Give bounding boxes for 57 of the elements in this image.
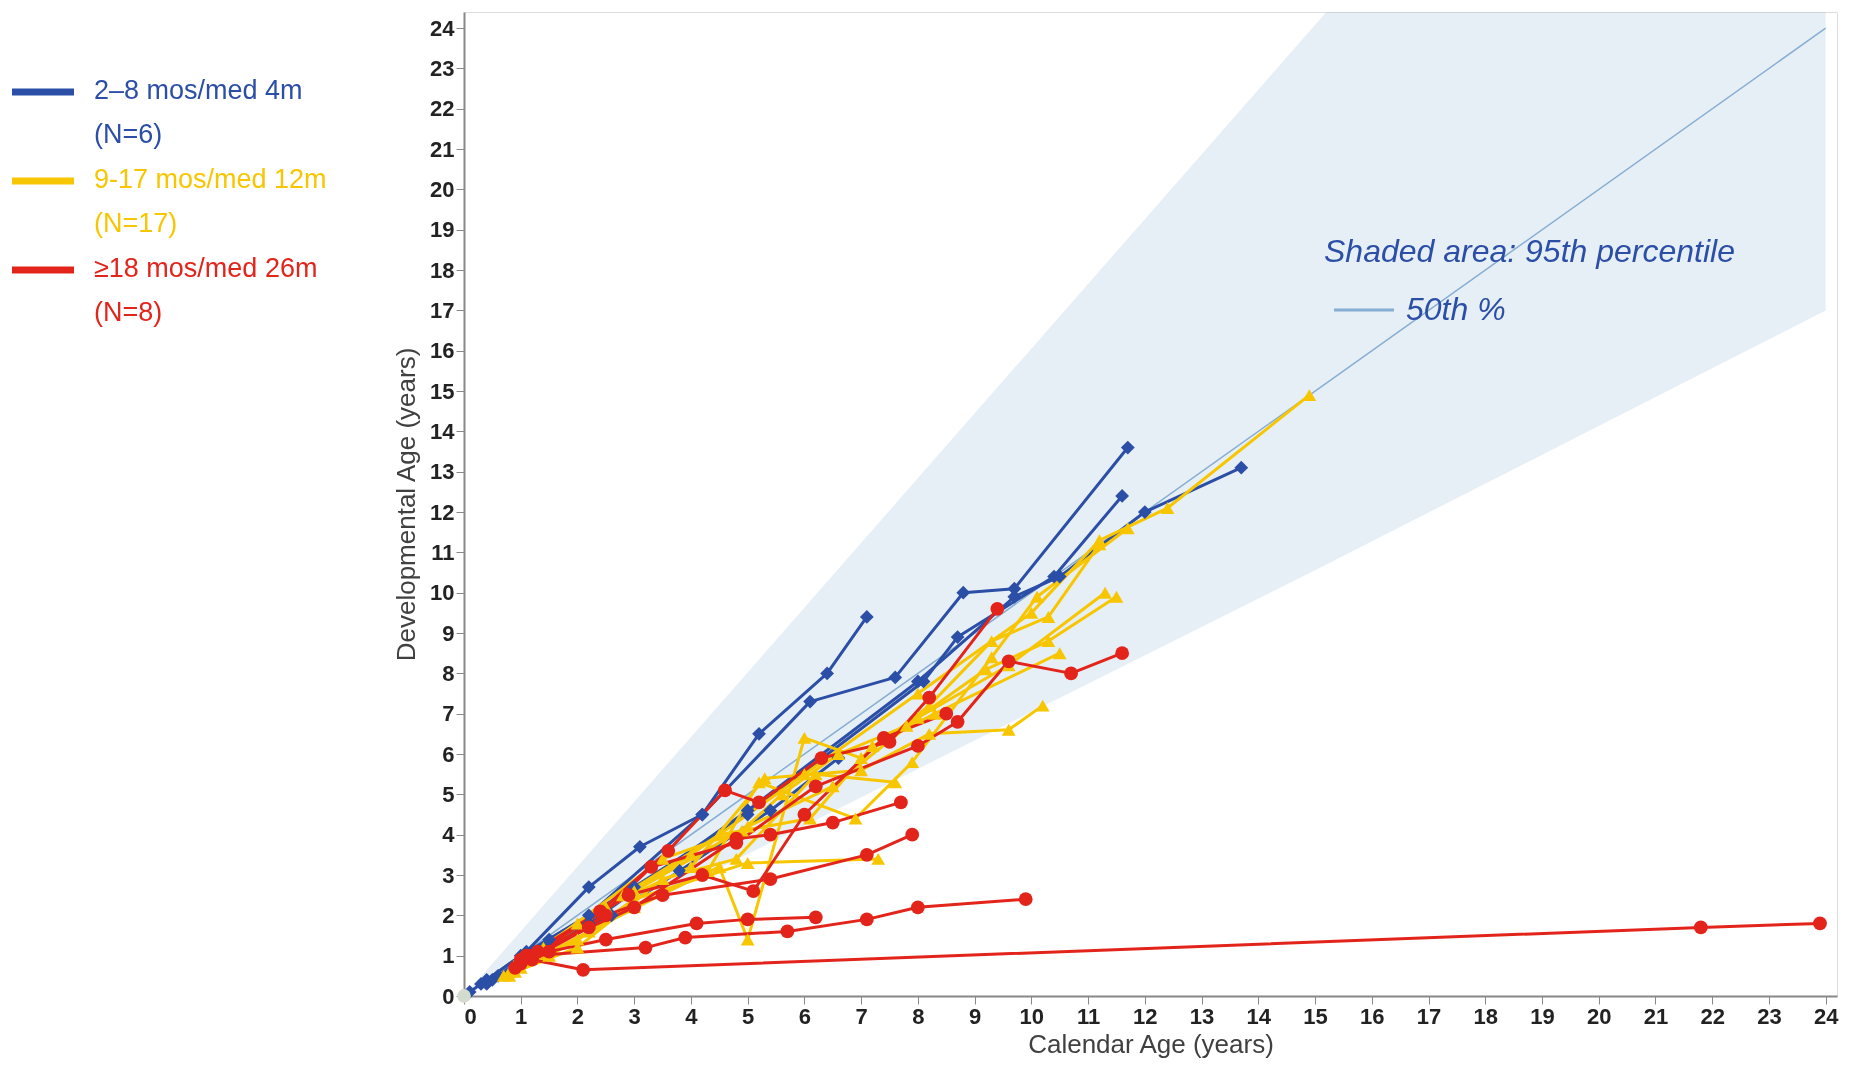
x-tick-label: 16 <box>1360 1003 1385 1029</box>
y-tick-label: 4 <box>442 822 456 848</box>
annotation: Shaded area: 95th percentile <box>1324 233 1735 269</box>
y-axis-title: Developmental Age (years) <box>391 347 422 662</box>
y-tick-label: 6 <box>442 741 455 767</box>
x-tick-label: 12 <box>1133 1003 1158 1029</box>
y-tick-label: 2 <box>442 902 455 928</box>
y-tick-label: 10 <box>430 580 455 606</box>
x-tick-label: 19 <box>1530 1003 1555 1029</box>
x-tick-label: 2 <box>571 1003 585 1029</box>
y-tick-label: 19 <box>430 217 455 243</box>
y-tick-label: 15 <box>430 378 455 404</box>
y-tick-label: 16 <box>430 338 455 364</box>
y-tick-label: 12 <box>430 499 455 525</box>
x-tick-label: 4 <box>685 1003 699 1029</box>
x-tick-label: 8 <box>912 1003 925 1029</box>
y-tick-label: 22 <box>430 96 455 122</box>
y-tick-label: 20 <box>430 176 455 202</box>
y-tick-label: 11 <box>431 539 455 565</box>
x-axis-title: Calendar Age (years) <box>1028 1028 1274 1059</box>
y-tick-label: 0 <box>442 983 455 1009</box>
legend-label: 9-17 mos/med 12m (N=17) <box>94 164 327 238</box>
x-tick-label: 17 <box>1416 1003 1442 1029</box>
x-tick-label: 5 <box>742 1003 755 1029</box>
x-tick-label: 24 <box>1813 1003 1840 1029</box>
y-tick-label: 17 <box>430 297 455 323</box>
y-tick-label: 21 <box>430 136 455 162</box>
x-tick-label: 23 <box>1757 1003 1782 1029</box>
x-tick-label: 20 <box>1586 1003 1612 1029</box>
y-tick-label: 1 <box>442 943 455 969</box>
x-tick-label: 10 <box>1019 1003 1045 1029</box>
x-tick-label: 22 <box>1700 1003 1725 1029</box>
legend-label: ≥18 mos/med 26m (N=8) <box>94 253 318 327</box>
legend-label: 2–8 mos/med 4m (N=6) <box>94 75 303 149</box>
y-tick-label: 18 <box>430 257 455 283</box>
x-tick-label: 18 <box>1473 1003 1498 1029</box>
y-tick-label: 24 <box>430 15 456 41</box>
x-tick-label: 11 <box>1076 1003 1101 1029</box>
y-tick-label: 7 <box>442 701 455 727</box>
x-tick-label: 14 <box>1246 1003 1272 1029</box>
y-tick-label: 23 <box>430 55 455 81</box>
x-tick-label: 3 <box>628 1003 641 1029</box>
y-tick-label: 13 <box>430 459 455 485</box>
x-tick-label: 21 <box>1643 1003 1669 1029</box>
y-tick-label: 8 <box>442 660 455 686</box>
legend-label: 50th % <box>1406 291 1506 327</box>
x-tick-label: 9 <box>968 1003 982 1029</box>
y-tick-label: 3 <box>442 862 455 888</box>
x-tick-label: 6 <box>798 1003 812 1029</box>
x-tick-label: 0 <box>464 1003 477 1029</box>
y-tick-label: 9 <box>442 620 455 646</box>
x-tick-label: 15 <box>1303 1003 1328 1029</box>
x-tick-label: 7 <box>855 1003 868 1029</box>
y-tick-label: 14 <box>430 418 456 444</box>
x-tick-label: 1 <box>515 1003 528 1029</box>
x-tick-label: 13 <box>1189 1003 1215 1029</box>
y-tick-label: 5 <box>442 781 455 807</box>
